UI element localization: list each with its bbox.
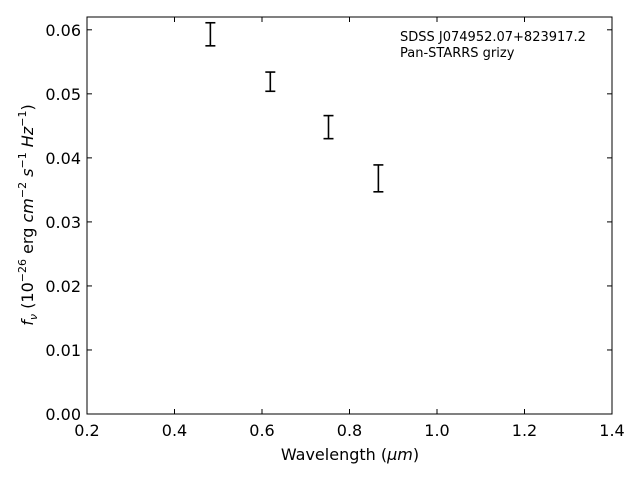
y-tick-label: 0.04 xyxy=(45,149,81,168)
x-tick-label: 0.6 xyxy=(249,421,274,440)
x-tick-label: 0.8 xyxy=(337,421,362,440)
error-bar xyxy=(373,164,384,193)
y-tick-label: 0.03 xyxy=(45,213,81,232)
error-bar xyxy=(205,21,216,47)
annotation-filters: Pan-STARRS grizy xyxy=(400,46,515,61)
y-tick-label: 0.06 xyxy=(45,21,81,40)
y-axis-label: fν (10−26 erg cm−2 s−1 Hz−1) xyxy=(16,104,40,325)
y-tick-label: 0.01 xyxy=(45,341,81,360)
y-axis: 0.00 0.01 0.02 0.03 0.04 0.05 0.06 xyxy=(45,21,612,424)
y-tick-label: 0.00 xyxy=(45,405,81,424)
x-tick-label: 1.0 xyxy=(424,421,449,440)
annotation-object-name: SDSS J074952.07+823917.2 xyxy=(400,30,586,45)
x-tick-label: 0.4 xyxy=(162,421,187,440)
y-tick-label: 0.05 xyxy=(45,85,81,104)
plot-area xyxy=(86,16,613,415)
x-tick-label: 1.2 xyxy=(512,421,537,440)
x-tick-label: 0.2 xyxy=(74,421,99,440)
data-series xyxy=(205,21,384,193)
x-tick-label: 1.4 xyxy=(599,421,624,440)
x-axis: 0.2 0.4 0.6 0.8 1.0 1.2 1.4 xyxy=(74,17,625,440)
y-tick-label: 0.02 xyxy=(45,277,81,296)
x-axis-label: Wavelength (μm) xyxy=(281,445,419,464)
error-bar xyxy=(265,71,276,93)
error-bar xyxy=(323,114,334,140)
